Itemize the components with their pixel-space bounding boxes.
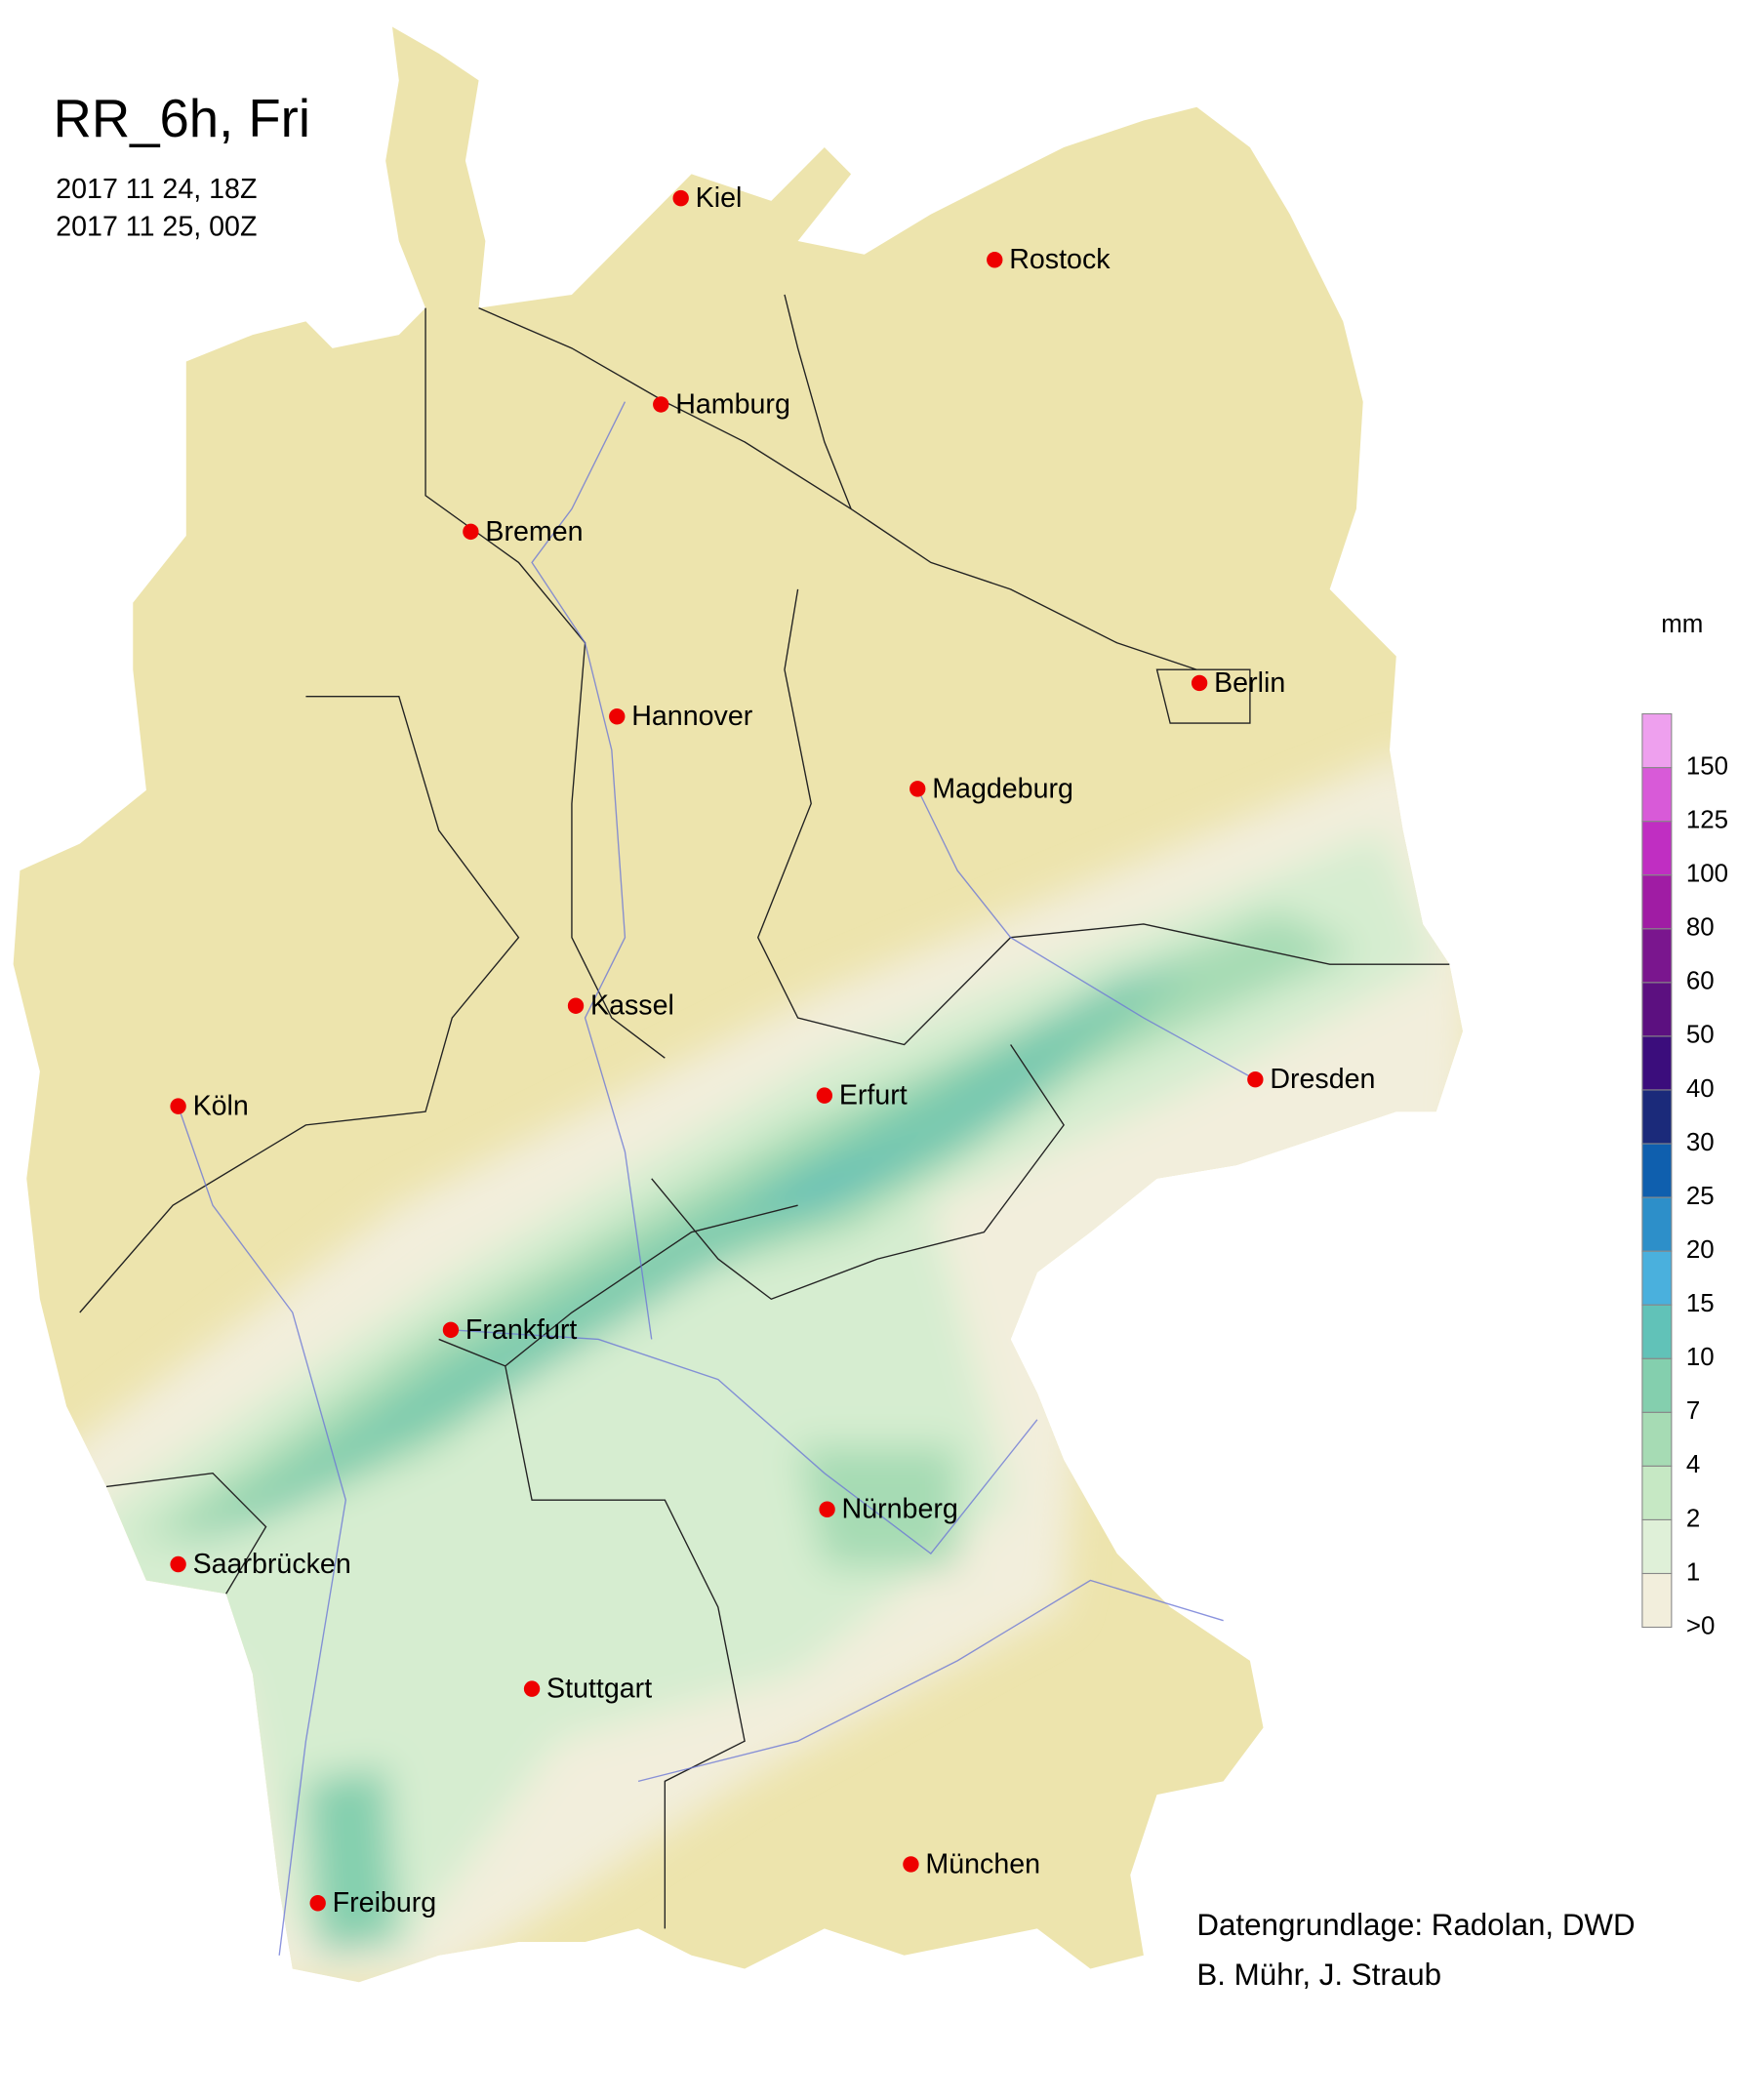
legend-label: 25: [1686, 1181, 1715, 1210]
legend: >0 1 2 4 7 10 15 20 25 30 40 50 60 80 100 125 150: [1641, 712, 1728, 1639]
city-marker: [909, 781, 926, 797]
rivers: [177, 401, 1256, 1956]
city-label: Saarbrücken: [193, 1549, 351, 1580]
legend-swatch: [1641, 874, 1673, 930]
date-start: 2017 11 24, 18Z: [56, 174, 257, 205]
city-label: Kassel: [590, 990, 674, 1022]
legend-label: 20: [1686, 1234, 1715, 1264]
city-marker: [653, 396, 669, 413]
legend-swatch: [1641, 1143, 1673, 1198]
city-label: München: [925, 1848, 1040, 1879]
city-marker: [903, 1856, 919, 1873]
legend-label: 2: [1686, 1503, 1700, 1532]
legend-label: 60: [1686, 966, 1715, 995]
legend-swatch: [1641, 1357, 1673, 1413]
legend-label: 150: [1686, 750, 1728, 780]
city-marker: [609, 708, 626, 725]
legend-label: 40: [1686, 1073, 1715, 1103]
cities: Kiel Rostock Hamburg Bremen Hannover Berlin Ma…: [170, 182, 1375, 1918]
city-label: Hamburg: [675, 388, 790, 420]
city-label: Stuttgart: [546, 1674, 652, 1705]
legend-label: >0: [1686, 1610, 1716, 1639]
city-label: Frankfurt: [465, 1314, 577, 1346]
precipitation: [53, 749, 1463, 1983]
city-label: Nürnberg: [842, 1494, 958, 1525]
legend-swatch: [1641, 1196, 1673, 1252]
country: [13, 26, 1463, 1983]
legend-swatch: [1641, 928, 1673, 984]
city-marker: [442, 1321, 460, 1339]
city-marker: [170, 1555, 186, 1573]
city-label: Magdeburg: [932, 773, 1073, 804]
city-marker: [567, 997, 585, 1014]
credit: Datengrundlage: Radolan, DWD: [1196, 1908, 1635, 1942]
credit: B. Mühr, J. Straub: [1196, 1958, 1441, 1992]
legend-label: 50: [1686, 1020, 1715, 1049]
city-label: Erfurt: [839, 1080, 908, 1111]
legend-label: 80: [1686, 912, 1715, 942]
city-label: Freiburg: [333, 1887, 437, 1918]
city-marker: [1191, 674, 1208, 692]
legend-swatch: [1641, 1035, 1673, 1091]
title: RR_6h, Fri: [54, 88, 310, 148]
legend-label: 100: [1686, 858, 1728, 887]
legend-swatch: [1641, 1518, 1673, 1575]
city-marker: [170, 1098, 186, 1114]
city-marker: [523, 1680, 541, 1697]
legend-label: 15: [1686, 1288, 1715, 1317]
legend-swatch: [1641, 1465, 1673, 1520]
city-marker: [987, 252, 1003, 268]
city-label: Rostock: [1009, 244, 1111, 275]
legend-label: 7: [1686, 1395, 1700, 1425]
city-marker: [816, 1087, 833, 1104]
legend-swatch: [1641, 821, 1673, 876]
legend-swatch: [1641, 1089, 1673, 1145]
state-borders: [79, 294, 1450, 1929]
city-marker: [1247, 1070, 1264, 1088]
city-label: Köln: [193, 1091, 249, 1122]
legend-swatch: [1641, 712, 1673, 769]
city-label: Dresden: [1270, 1064, 1375, 1095]
city-label: Berlin: [1214, 667, 1285, 699]
city-marker: [819, 1501, 835, 1517]
legend-unit: mm: [1661, 609, 1703, 638]
city-label: Hannover: [631, 701, 752, 732]
legend-swatch: [1641, 1411, 1673, 1467]
city-marker: [463, 523, 479, 541]
legend-label: 1: [1686, 1556, 1700, 1586]
legend-swatch: [1641, 767, 1673, 823]
legend-swatch: [1641, 1304, 1673, 1359]
city-label: Bremen: [485, 516, 583, 547]
legend-swatch: [1641, 982, 1673, 1037]
legend-swatch: [1641, 1572, 1673, 1629]
legend-label: 30: [1686, 1127, 1715, 1156]
legend-label: 10: [1686, 1342, 1715, 1371]
legend-swatch: [1641, 1250, 1673, 1306]
legend-label: 4: [1686, 1449, 1700, 1478]
city-marker: [309, 1895, 326, 1912]
date-end: 2017 11 25, 00Z: [56, 211, 257, 242]
legend-label: 125: [1686, 804, 1728, 833]
city-label: Kiel: [696, 182, 743, 214]
city-marker: [672, 189, 689, 207]
